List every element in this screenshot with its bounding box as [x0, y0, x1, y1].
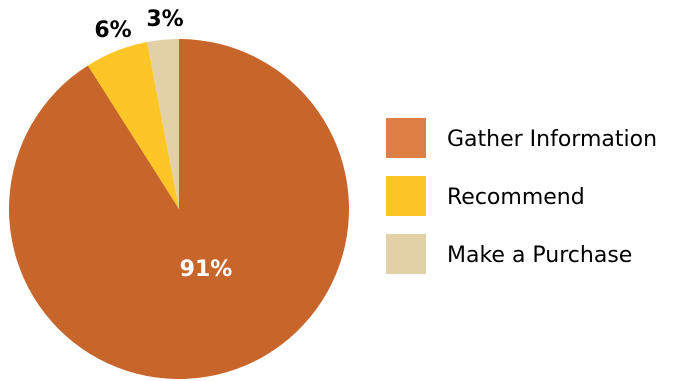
- legend-label: Recommend: [447, 185, 585, 210]
- slice-value-label: 3%: [146, 7, 183, 32]
- legend-swatch: [386, 118, 426, 158]
- pie-slice-recommend: [87, 42, 179, 210]
- slice-value-label: 6%: [94, 18, 131, 43]
- legend-swatch: [386, 176, 426, 216]
- legend-label: Gather Information: [447, 127, 657, 152]
- legend: Gather Information Recommend Make a Purcha…: [386, 118, 657, 274]
- slice-labels: 91% 6% 3%: [94, 7, 232, 282]
- slice-value-label: 91%: [180, 257, 233, 282]
- legend-label: Make a Purchase: [447, 243, 632, 268]
- pie-slices: [8, 39, 349, 379]
- pie-slice-gather-information: [8, 39, 349, 379]
- legend-swatch: [386, 234, 426, 274]
- pie-slice-make-a-purchase: [147, 39, 179, 209]
